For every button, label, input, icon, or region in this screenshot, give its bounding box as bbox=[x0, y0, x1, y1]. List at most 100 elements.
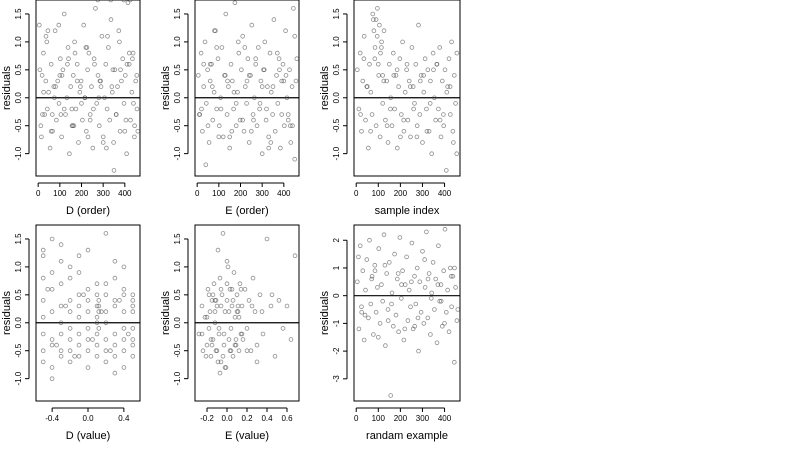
data-point bbox=[259, 151, 265, 157]
data-point bbox=[240, 117, 246, 123]
data-point bbox=[85, 247, 91, 253]
data-point bbox=[362, 312, 368, 318]
data-point bbox=[249, 303, 255, 309]
data-point bbox=[221, 331, 227, 337]
data-point bbox=[254, 123, 260, 128]
data-point bbox=[381, 78, 387, 84]
data-point bbox=[263, 117, 269, 123]
data-point bbox=[410, 84, 416, 89]
data-point bbox=[104, 145, 109, 151]
data-point bbox=[391, 73, 397, 78]
data-point bbox=[420, 249, 425, 254]
data-point bbox=[229, 303, 235, 309]
data-point bbox=[369, 112, 375, 117]
data-point bbox=[199, 331, 205, 337]
data-point bbox=[108, 17, 114, 22]
data-point bbox=[196, 73, 201, 78]
data-point bbox=[130, 353, 136, 359]
scatter-panel-3: 0 100 200 300 400 -1.0 -0.5 0.0 0.5 1.0 1.5 sample … bbox=[319, 0, 461, 217]
data-point bbox=[59, 73, 65, 78]
data-point bbox=[229, 129, 235, 134]
data-point bbox=[235, 303, 241, 309]
data-point bbox=[393, 73, 399, 78]
data-point bbox=[388, 106, 393, 112]
y-axis-title: residuals bbox=[319, 65, 331, 110]
data-point bbox=[246, 140, 252, 145]
data-point bbox=[230, 78, 235, 84]
data-point bbox=[226, 337, 232, 342]
data-point bbox=[128, 117, 133, 123]
data-point bbox=[234, 309, 240, 314]
data-point bbox=[396, 329, 401, 335]
data-point bbox=[85, 67, 90, 73]
data-point bbox=[357, 243, 363, 249]
data-point bbox=[227, 286, 233, 292]
data-point bbox=[264, 236, 270, 242]
data-point bbox=[381, 232, 387, 238]
data-point bbox=[422, 285, 428, 290]
y-tick-label: -0.5 bbox=[332, 118, 341, 132]
data-point bbox=[56, 101, 62, 106]
data-point bbox=[40, 348, 46, 354]
data-point bbox=[67, 337, 73, 342]
data-point bbox=[56, 22, 62, 28]
data-point bbox=[49, 342, 55, 348]
data-point bbox=[80, 117, 85, 123]
data-point bbox=[210, 292, 216, 298]
data-point bbox=[412, 323, 418, 329]
data-point bbox=[40, 247, 46, 253]
data-point bbox=[268, 140, 274, 145]
data-point bbox=[112, 370, 118, 376]
data-point bbox=[416, 348, 421, 354]
data-point bbox=[455, 307, 461, 312]
data-point bbox=[356, 106, 362, 112]
data-point bbox=[66, 56, 71, 61]
data-point bbox=[116, 28, 122, 34]
data-point bbox=[87, 112, 93, 117]
data-point bbox=[360, 268, 366, 274]
y-tick-label: -1.0 bbox=[14, 146, 23, 160]
data-point bbox=[441, 123, 447, 128]
data-point bbox=[373, 309, 379, 315]
data-point bbox=[223, 11, 229, 17]
y-axis-title: residuals bbox=[160, 65, 172, 110]
data-point bbox=[437, 45, 443, 50]
data-point bbox=[405, 318, 411, 323]
data-point bbox=[218, 359, 224, 365]
data-point bbox=[117, 298, 122, 303]
data-point bbox=[268, 89, 274, 95]
data-point bbox=[224, 258, 230, 264]
data-point bbox=[453, 101, 458, 106]
data-point bbox=[118, 67, 123, 73]
y-axis-title: residuals bbox=[1, 65, 13, 110]
data-point bbox=[232, 314, 238, 320]
data-point bbox=[73, 106, 79, 112]
data-point bbox=[112, 275, 118, 281]
data-point bbox=[257, 101, 263, 106]
data-point bbox=[218, 106, 224, 112]
data-point bbox=[84, 129, 89, 134]
scatter-panel-1: 0 100 200 300 400 -1.0 -0.5 0.0 0.5 1.0 1.5 D (orde… bbox=[1, 0, 141, 217]
data-point bbox=[409, 240, 415, 246]
data-point bbox=[417, 78, 423, 84]
data-point bbox=[231, 106, 236, 112]
data-point bbox=[228, 348, 234, 354]
data-point bbox=[424, 229, 429, 235]
data-point bbox=[421, 73, 426, 78]
data-point bbox=[112, 258, 118, 264]
data-point bbox=[380, 73, 386, 78]
data-point bbox=[438, 298, 444, 304]
y-tick-label: 1.5 bbox=[173, 8, 182, 20]
data-point bbox=[58, 331, 64, 337]
data-point bbox=[451, 359, 457, 365]
y-tick-label: 1.5 bbox=[173, 233, 182, 245]
data-point bbox=[205, 67, 210, 73]
data-point bbox=[71, 123, 77, 128]
data-point bbox=[107, 117, 112, 123]
data-point bbox=[71, 73, 76, 78]
data-point bbox=[269, 292, 275, 298]
data-point bbox=[274, 50, 280, 56]
data-point bbox=[250, 275, 256, 281]
data-point bbox=[109, 84, 115, 89]
data-point bbox=[380, 101, 386, 106]
